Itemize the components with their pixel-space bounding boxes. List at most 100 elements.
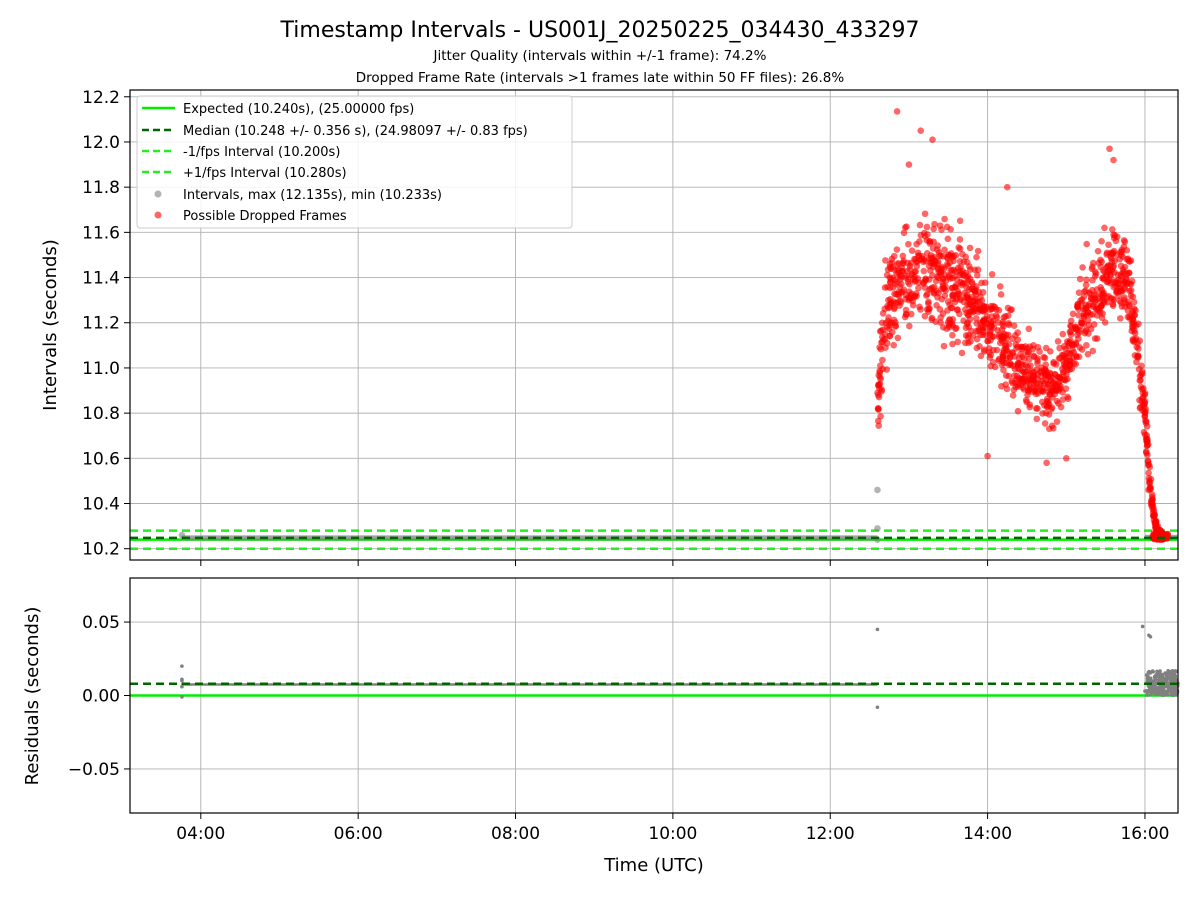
dropped-frame-point	[909, 301, 917, 309]
dropped-frame-point	[1143, 422, 1151, 430]
dropped-frame-point	[1123, 270, 1131, 277]
dropped-frame-point	[876, 373, 884, 381]
dropped-frame-point	[1117, 248, 1124, 256]
residual-cluster-point	[1167, 684, 1171, 689]
residual-cluster-point	[1162, 677, 1166, 681]
legend-label-intervals: Intervals, max (12.135s), min (10.233s)	[183, 188, 442, 203]
dropped-frame-point	[1024, 363, 1032, 371]
dropped-frame-point	[949, 331, 956, 339]
residual-point-7	[1140, 624, 1145, 629]
dropped-frame-point	[1142, 417, 1150, 425]
dropped-frame-point	[1034, 376, 1041, 383]
dropped-frame-point	[894, 260, 901, 268]
dropped-frame-extreme-0	[893, 108, 901, 115]
dropped-frame-point	[1053, 418, 1061, 425]
dropped-frame-extreme-1	[917, 127, 925, 134]
dropped-frame-point	[1146, 479, 1153, 487]
residual-point-2	[180, 679, 184, 683]
residuals-ytick-label-0: −0.05	[68, 760, 120, 780]
dropped-frame-point	[971, 266, 978, 274]
dropped-frame-point	[963, 284, 970, 291]
dropped-frame-point	[1075, 311, 1083, 319]
dropped-frame-point	[877, 362, 884, 369]
dropped-frame-point	[903, 272, 911, 280]
dropped-frame-point	[1036, 348, 1043, 355]
dropped-frame-point	[1075, 353, 1083, 361]
dropped-frame-point	[1137, 376, 1144, 384]
residual-cluster-point	[1160, 674, 1164, 679]
dropped-frame-point	[958, 349, 966, 357]
dropped-frame-point	[1135, 353, 1142, 361]
legend-label-expected: Expected (10.240s), (25.00000 fps)	[183, 102, 414, 117]
intervals-ytick-label-7: 11.6	[82, 223, 120, 243]
residual-cluster-point	[1150, 679, 1154, 683]
dropped-frame-point	[1095, 295, 1103, 302]
dropped-frame-point	[1079, 264, 1086, 271]
dropped-frame-point	[1109, 226, 1116, 233]
residual-point-0	[180, 664, 184, 668]
dropped-frame-point	[1007, 361, 1015, 368]
dropped-frame-point	[1145, 469, 1152, 477]
residual-cluster-point	[1171, 672, 1175, 677]
dropped-frame-point	[1138, 362, 1145, 370]
dropped-frame-point	[973, 253, 980, 261]
dropped-frame-point	[941, 215, 948, 223]
dropped-frame-point	[1100, 291, 1108, 298]
dropped-frame-point	[1149, 508, 1157, 516]
dropped-frame-point	[927, 267, 934, 274]
dropped-frame-point	[937, 265, 945, 272]
dropped-frame-point	[995, 306, 1003, 314]
intervals-ytick-label-8: 11.8	[82, 178, 120, 198]
dropped-frame-point	[1141, 408, 1148, 416]
dropped-frame-point	[1094, 247, 1102, 255]
dropped-frame-point	[1000, 349, 1008, 356]
dropped-frame-point	[1135, 345, 1142, 352]
dropped-frame-point	[906, 322, 913, 330]
residuals-xtick-label-6: 16:00	[1120, 824, 1169, 844]
dropped-frame-point	[1051, 370, 1059, 378]
dropped-frame-extreme-7	[984, 452, 991, 460]
residual-cluster-point	[1167, 669, 1172, 674]
dropped-frame-point	[1144, 458, 1152, 466]
dropped-frame-extreme-9	[1062, 455, 1070, 462]
legend-entry-minus-fps: -1/fps Interval (10.200s)	[142, 145, 340, 160]
dropped-frame-point	[934, 273, 941, 281]
dropped-frame-point	[875, 406, 882, 413]
dropped-frame-extreme-2	[929, 136, 936, 144]
dropped-frame-point	[1040, 367, 1048, 375]
dropped-frame-point	[974, 247, 982, 255]
intervals-ytick-label-1: 10.4	[82, 495, 120, 515]
dropped-frame-point	[911, 273, 918, 281]
dropped-frame-point	[875, 422, 883, 429]
dropped-frame-point	[1014, 361, 1021, 369]
dropped-frame-point	[895, 288, 902, 296]
dropped-frame-point	[1025, 355, 1033, 363]
legend-swatch-dropped	[154, 211, 162, 219]
dropped-frame-point	[1126, 287, 1133, 295]
dropped-frame-point	[1067, 322, 1075, 330]
dropped-frame-point	[949, 292, 956, 300]
dropped-frame-point	[960, 258, 968, 266]
dropped-frame-extreme-5	[1110, 156, 1117, 164]
dropped-frame-point	[1126, 280, 1134, 288]
intervals-outlier-point-0	[874, 486, 881, 494]
dropped-frame-point	[1010, 322, 1018, 329]
residual-cluster-point	[1152, 674, 1157, 679]
chart-title: Timestamp Intervals - US001J_20250225_03…	[280, 18, 920, 43]
dropped-frame-point	[1107, 294, 1115, 302]
dropped-frame-point	[989, 358, 997, 366]
dropped-frame-point	[921, 210, 929, 218]
dropped-frame-point	[928, 314, 936, 322]
residual-cluster-point	[1156, 689, 1160, 693]
dropped-frame-point	[923, 250, 931, 257]
dropped-frame-point	[964, 319, 972, 326]
dropped-frame-point	[1082, 301, 1090, 309]
residual-point-3	[180, 684, 184, 689]
dropped-frame-point	[1075, 335, 1082, 342]
dropped-frame-point	[1042, 376, 1049, 384]
residuals-xtick-label-5: 14:00	[963, 824, 1012, 844]
dropped-frame-point	[931, 260, 939, 267]
dropped-frame-point	[1087, 311, 1094, 318]
dropped-frame-point	[1141, 400, 1149, 408]
dropped-frame-point	[1091, 335, 1099, 342]
